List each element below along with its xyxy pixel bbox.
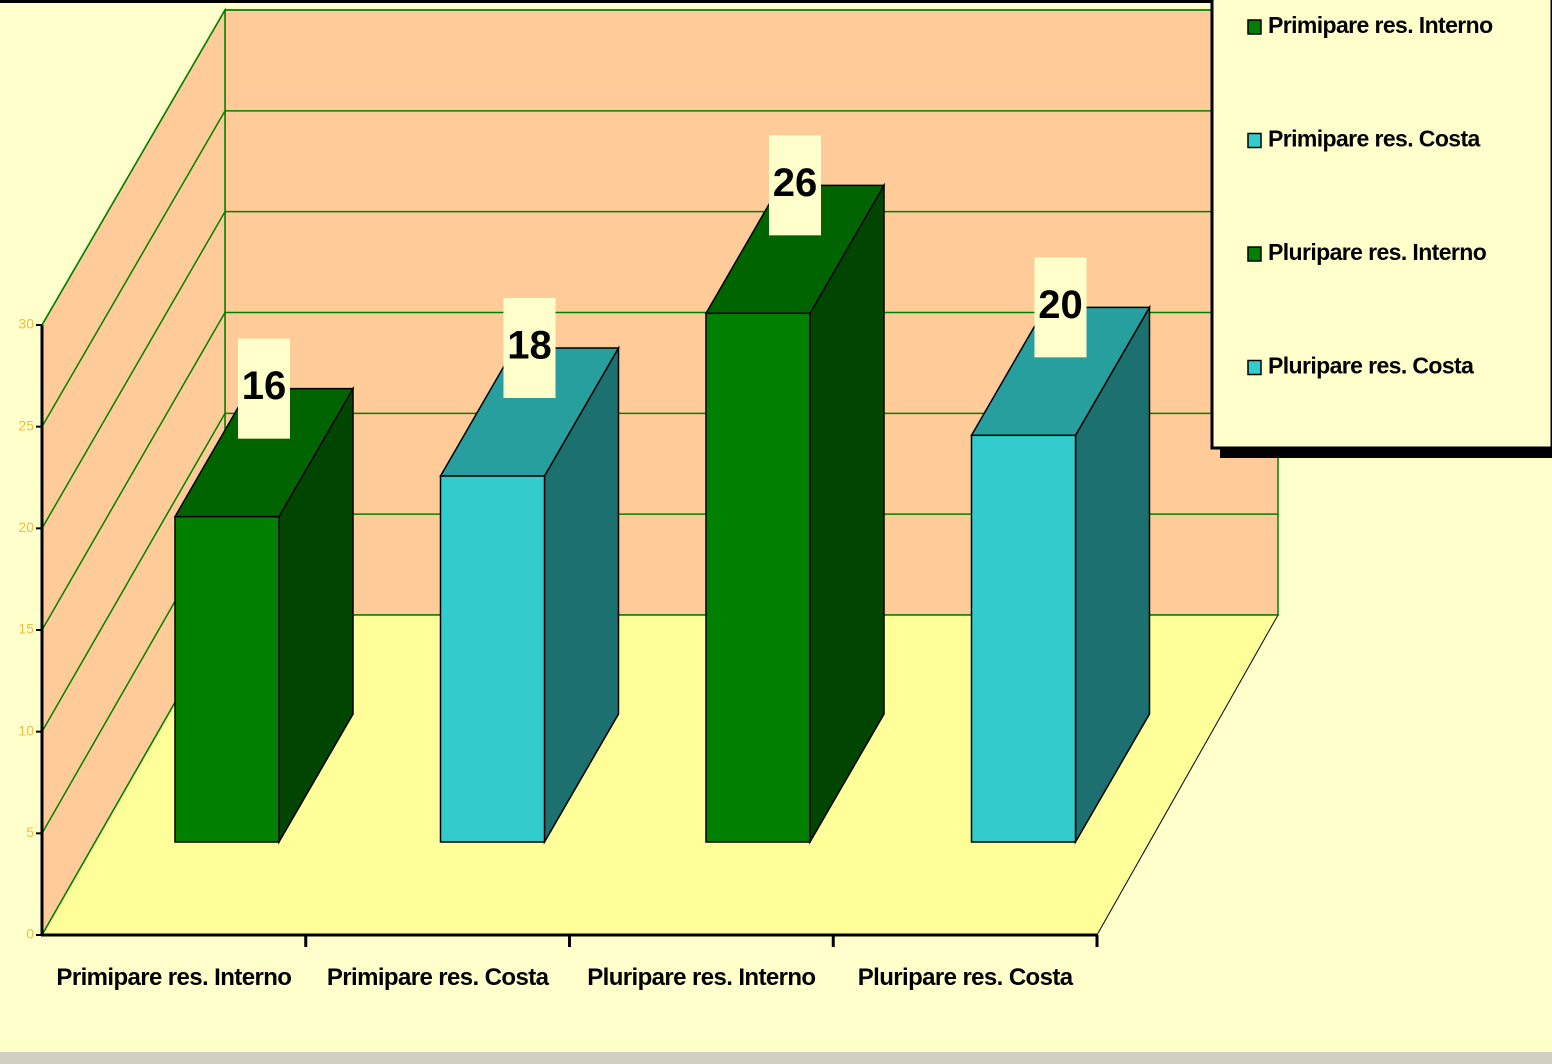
- top-border: [0, 0, 1552, 3]
- grid-line: [41, 9, 226, 326]
- bar: [174, 515, 280, 843]
- value-label-box: [769, 135, 821, 236]
- value-label-box: [238, 338, 290, 439]
- bar: [970, 434, 1077, 843]
- value-label-box: [1034, 257, 1087, 358]
- grid-line: [41, 412, 226, 733]
- legend-box: [1210, 0, 1552, 450]
- value-label: 16: [242, 364, 287, 408]
- legend: Primipare res. Interno Primipare res. Cos…: [1210, 0, 1552, 458]
- legend-label: Pluripare res. Costa: [1268, 353, 1474, 379]
- y-tick-label: 25: [18, 417, 34, 433]
- value-label-box: [503, 298, 556, 398]
- legend-label: Primipare res. Interno: [1268, 12, 1493, 38]
- bars: 16 18 26 20: [173, 135, 1151, 845]
- legend-swatch: [1247, 19, 1262, 35]
- grid-line: [41, 110, 226, 428]
- y-tick-label: 10: [18, 722, 34, 738]
- y-tick-label: 30: [18, 316, 34, 332]
- legend-swatch: [1247, 132, 1262, 149]
- y-tick-label: 0: [26, 926, 34, 942]
- grid-line: [41, 211, 226, 529]
- legend-swatch: [1247, 246, 1262, 262]
- bottom-strip: [0, 1052, 1552, 1064]
- y-tick-label: 15: [18, 621, 34, 637]
- x-tick-label: Pluripare res. Costa: [857, 964, 1073, 991]
- bar: [705, 312, 811, 843]
- bar: [439, 475, 546, 843]
- x-tick-label: Primipare res. Interno: [56, 964, 292, 991]
- legend-label: Primipare res. Costa: [1268, 126, 1481, 152]
- x-tick-label: Primipare res. Costa: [326, 964, 549, 991]
- value-label: 20: [1038, 283, 1083, 327]
- legend-swatch: [1247, 359, 1262, 376]
- y-tick-label: 5: [26, 824, 34, 840]
- value-label: 26: [773, 161, 818, 205]
- y-tick-label: 20: [18, 519, 34, 535]
- grid-line: [41, 312, 226, 631]
- value-label: 18: [507, 324, 552, 368]
- legend-label: Pluripare res. Interno: [1268, 239, 1487, 265]
- x-tick-label: Pluripare res. Interno: [587, 964, 816, 991]
